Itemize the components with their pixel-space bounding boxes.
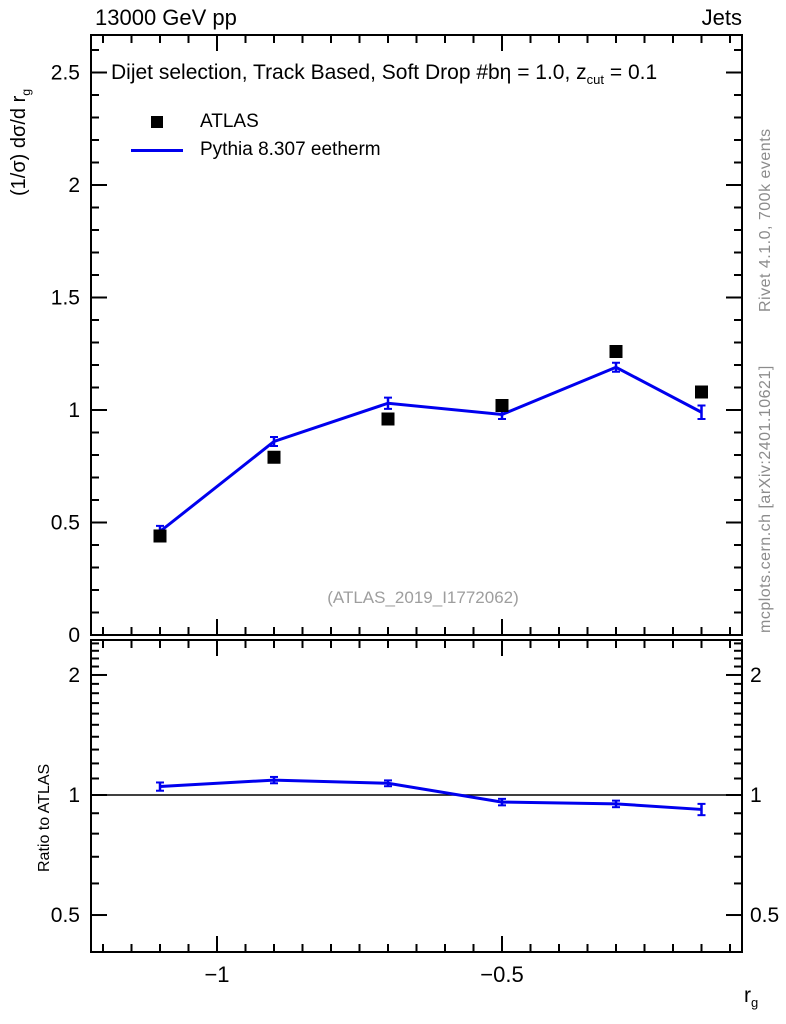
atlas-data-point — [153, 529, 167, 543]
header-analysis-label: Jets — [701, 5, 742, 30]
legend-label-pythia: Pythia 8.307 eetherm — [200, 139, 381, 160]
atlas-series — [153, 345, 708, 543]
mcplots-arxiv-note: mcplots.cern.ch [arXiv:2401.10621] — [757, 365, 774, 633]
y-tick-label: 2 — [68, 174, 80, 197]
y-tick-label: 0 — [68, 624, 80, 647]
x-tick-label: −0.5 — [480, 962, 523, 987]
atlas-data-point — [495, 399, 509, 412]
atlas-square-marker-icon — [126, 116, 188, 128]
ratio-series — [156, 775, 706, 817]
ratio-tick-label-left: 1 — [68, 784, 80, 807]
panel-frames — [90, 34, 743, 953]
x-axis-title-subscript: g — [751, 995, 759, 1011]
analysis-id-watermark: (ATLAS_2019_I1772062) — [327, 588, 519, 607]
atlas-data-point — [267, 450, 281, 464]
x-axis-title: rg — [744, 984, 758, 1010]
y-axis-title-subscript: g — [19, 88, 33, 96]
pythia-line-marker-icon — [126, 148, 188, 152]
legend: ATLAS Pythia 8.307 eetherm — [126, 108, 381, 164]
y-tick-label: 1.5 — [51, 287, 80, 310]
y-axis-title: (1/σ) dσ/d rg — [8, 89, 33, 196]
panel-title-suffix: = 0.1 — [604, 61, 658, 84]
y-axis-title-text: (1/σ) dσ/d r — [8, 95, 30, 196]
ratio-tick-label-right: 2 — [750, 664, 762, 687]
ratio-y-axis-title: Ratio to ATLAS — [36, 763, 53, 872]
y-tick-label: 1 — [68, 399, 80, 422]
panel-title-subscript: cut — [586, 72, 605, 88]
axis-ticks — [91, 35, 742, 952]
tick-labels: 0 0.5 1 1.5 2 2.5 0.5 0.5 1 1 2 2 −1 −0.5 — [51, 62, 779, 988]
atlas-data-point — [609, 345, 623, 358]
legend-label-atlas: ATLAS — [200, 111, 259, 132]
x-tick-label: −1 — [204, 962, 229, 987]
atlas-data-point — [381, 412, 395, 426]
pythia-series — [156, 361, 706, 539]
legend-entry-pythia: Pythia 8.307 eetherm — [126, 136, 381, 164]
legend-entry-atlas: ATLAS — [126, 108, 381, 136]
ratio-tick-label-left: 0.5 — [51, 904, 80, 927]
rivet-version-note: Rivet 4.1.0, 700k events — [757, 128, 774, 312]
header-collision-label: 13000 GeV pp — [95, 5, 237, 30]
atlas-data-point — [695, 385, 708, 399]
ratio-tick-label-left: 2 — [68, 664, 80, 687]
panel-title-main: Dijet selection, Track Based, Soft Drop … — [111, 61, 587, 84]
ratio-tick-label-right: 1 — [750, 784, 762, 807]
panel-title: Dijet selection, Track Based, Soft Drop … — [111, 61, 657, 87]
ratio-tick-label-right: 0.5 — [750, 904, 779, 927]
y-tick-label: 2.5 — [51, 62, 80, 85]
x-axis-title-text: r — [744, 984, 751, 1007]
y-tick-label: 0.5 — [51, 512, 80, 535]
